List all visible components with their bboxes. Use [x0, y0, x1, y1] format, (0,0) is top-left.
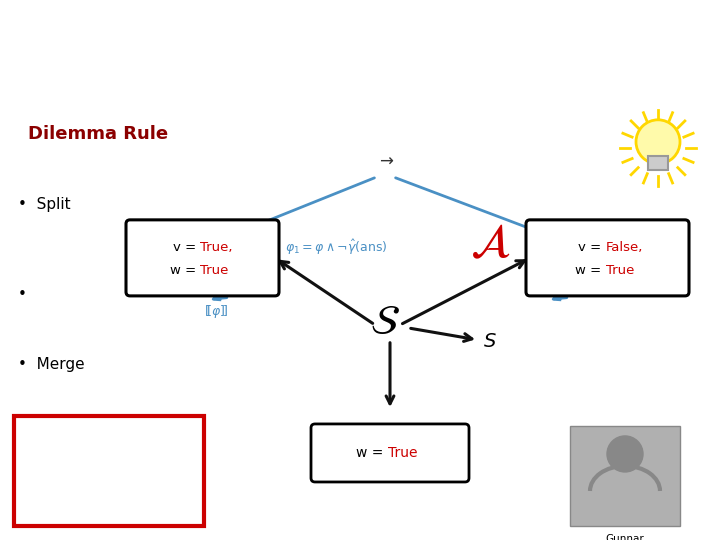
Text: w =: w =	[170, 264, 200, 276]
Text: Stålmarck’s method: Stålmarck’s method	[18, 31, 395, 64]
Text: •  Split: • Split	[18, 197, 71, 212]
Text: $\varphi_1 = \varphi \wedge \neg\hat{\gamma}(\mathrm{ans})$: $\varphi_1 = \varphi \wedge \neg\hat{\ga…	[285, 238, 387, 258]
Text: True: True	[388, 446, 418, 460]
FancyBboxPatch shape	[648, 156, 668, 170]
Text: Gunnar
Stålmarck: Gunnar Stålmarck	[599, 534, 652, 540]
FancyBboxPatch shape	[570, 426, 680, 526]
Text: True: True	[606, 264, 634, 276]
Circle shape	[636, 120, 680, 164]
Text: w =: w =	[356, 446, 388, 460]
FancyBboxPatch shape	[14, 416, 204, 526]
Text: $\mathcal{A}$: $\mathcal{A}$	[470, 222, 510, 267]
Text: $\rightarrow$: $\rightarrow$	[376, 151, 394, 169]
FancyBboxPatch shape	[526, 220, 689, 296]
Text: $S$: $S$	[483, 333, 497, 352]
Circle shape	[607, 436, 643, 472]
Text: True,: True,	[200, 241, 233, 254]
FancyBboxPatch shape	[126, 220, 279, 296]
Text: v =: v =	[173, 241, 200, 254]
FancyBboxPatch shape	[311, 424, 469, 482]
Text: False,: False,	[606, 241, 643, 254]
Text: •: •	[18, 287, 27, 302]
Text: Dilemma Rule: Dilemma Rule	[28, 125, 168, 143]
Text: $[\![\varphi]\!]$: $[\![\varphi]\!]$	[204, 303, 228, 320]
Text: True: True	[200, 264, 229, 276]
Text: $\mathcal{S}$: $\mathcal{S}$	[370, 301, 400, 343]
Text: •  Merge: • Merge	[18, 357, 85, 373]
Text: v =: v =	[578, 241, 606, 254]
Text: w =: w =	[575, 264, 606, 276]
